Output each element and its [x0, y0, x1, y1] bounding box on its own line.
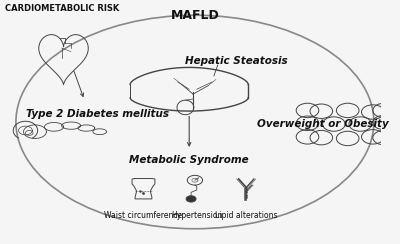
- Circle shape: [186, 196, 196, 202]
- Text: Metabolic Syndrome: Metabolic Syndrome: [129, 155, 249, 165]
- Text: Hepatic Steatosis: Hepatic Steatosis: [186, 56, 288, 66]
- Text: MAFLD: MAFLD: [170, 9, 219, 22]
- Text: Lipid alterations: Lipid alterations: [215, 211, 278, 220]
- Text: Hypertension: Hypertension: [171, 211, 222, 220]
- Text: Waist circumference: Waist circumference: [104, 211, 182, 220]
- Text: Type 2 Diabetes mellitus: Type 2 Diabetes mellitus: [26, 109, 169, 119]
- Text: Overweight or Obesity: Overweight or Obesity: [256, 119, 388, 129]
- Text: CARDIOMETABOLIC RISK: CARDIOMETABOLIC RISK: [4, 4, 119, 13]
